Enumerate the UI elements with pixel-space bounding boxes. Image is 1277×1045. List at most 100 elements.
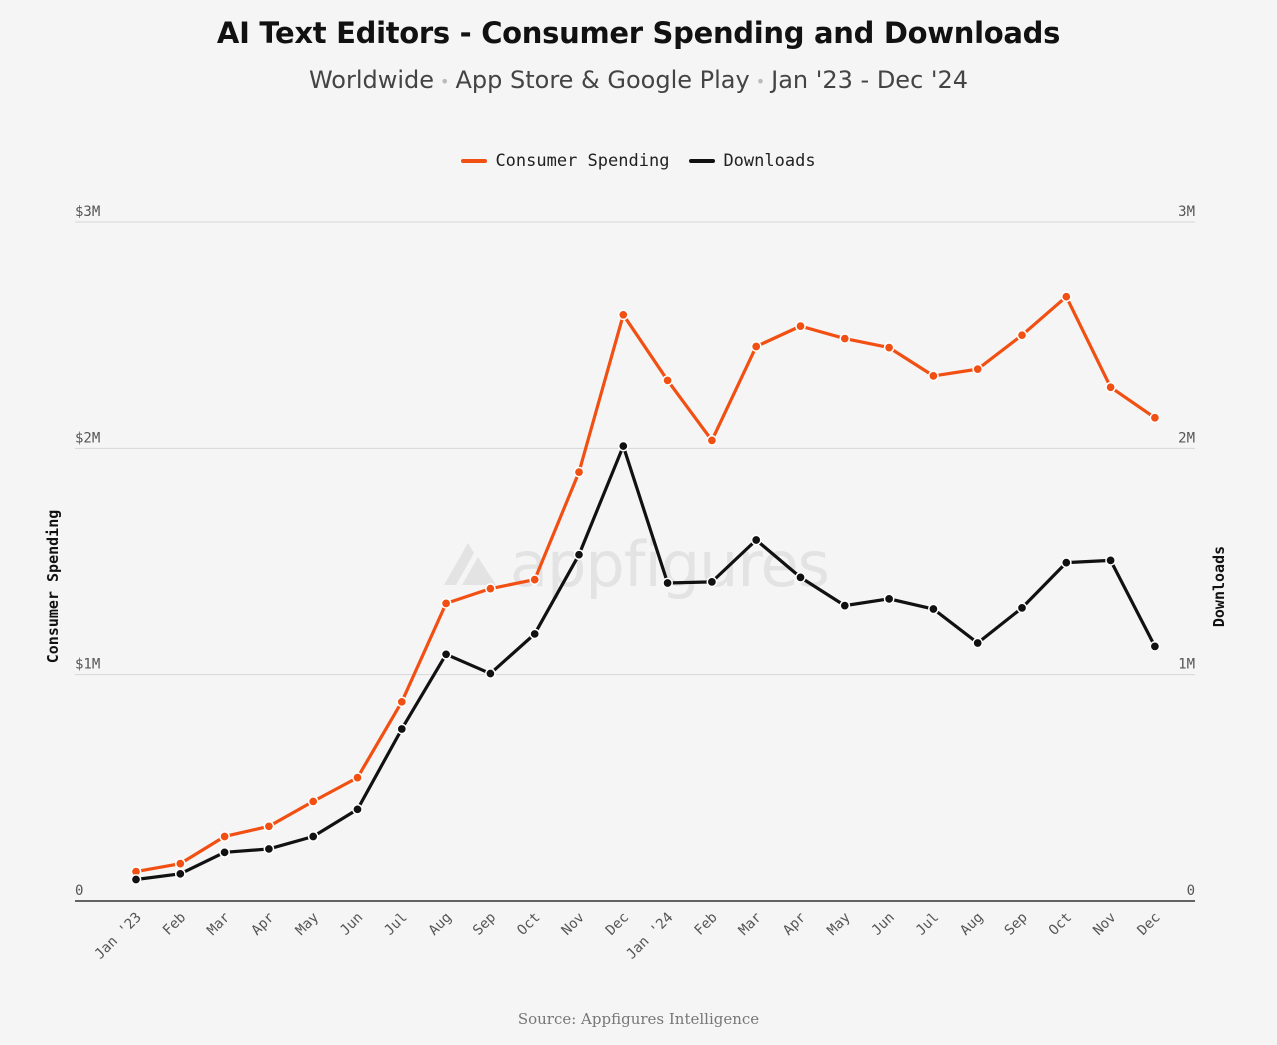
data-point-downloads[interactable] <box>617 440 629 452</box>
subtitle-separator: • <box>755 71 766 91</box>
y-right-tick-label: 0 <box>1187 883 1195 899</box>
x-tick-label: Feb <box>692 910 721 939</box>
series-line-spending <box>134 295 1157 874</box>
x-tick-label: Sep <box>470 910 499 939</box>
x-tick-label: Dec <box>603 910 632 939</box>
data-point-downloads[interactable] <box>750 534 762 546</box>
chart-subtitle: Worldwide • App Store & Google Play • Jan '2… <box>0 66 1277 94</box>
y-left-tick-label: $2M <box>75 430 100 446</box>
data-point-downloads[interactable] <box>307 831 319 842</box>
data-point-spending[interactable] <box>263 820 275 832</box>
x-tick-label: Mar <box>204 910 233 939</box>
data-point-downloads[interactable] <box>706 576 718 588</box>
data-point-downloads[interactable] <box>440 648 452 660</box>
x-tick-label: Sep <box>1002 910 1031 939</box>
appfigures-logo-icon <box>444 542 496 585</box>
data-point-downloads[interactable] <box>1149 641 1161 652</box>
y-left-tick-label: $3M <box>75 204 100 220</box>
data-point-spending[interactable] <box>706 435 718 446</box>
data-point-spending[interactable] <box>1105 381 1116 393</box>
data-point-spending[interactable] <box>573 466 585 478</box>
data-point-downloads[interactable] <box>396 723 408 735</box>
data-point-spending[interactable] <box>307 796 319 807</box>
data-point-downloads[interactable] <box>928 603 939 615</box>
y-right-tick-label: 2M <box>1178 430 1195 446</box>
x-tick-label: Apr <box>249 910 278 939</box>
subtitle-period: Jan '23 - Dec '24 <box>771 66 969 94</box>
y-left-tick-label: 0 <box>75 883 83 899</box>
data-point-spending[interactable] <box>396 696 408 708</box>
data-point-spending[interactable] <box>440 598 452 609</box>
y-right-tick-label: 1M <box>1178 657 1195 673</box>
data-point-downloads[interactable] <box>795 571 806 583</box>
x-tick-label: Nov <box>1090 910 1119 939</box>
data-point-downloads[interactable] <box>883 593 895 605</box>
data-point-spending[interactable] <box>1149 412 1161 424</box>
x-tick-label: Feb <box>160 910 189 939</box>
x-tick-label: Jan '24 <box>623 910 676 963</box>
legend-swatch-downloads <box>689 159 716 163</box>
x-tick-label: Jan '23 <box>92 910 145 963</box>
data-point-downloads[interactable] <box>174 868 186 880</box>
x-tick-label: Oct <box>1046 910 1075 939</box>
x-tick-label: Jun <box>869 910 898 939</box>
x-tick-label: Oct <box>514 910 543 939</box>
data-point-spending[interactable] <box>352 772 363 783</box>
x-tick-label: Apr <box>780 910 809 939</box>
legend-swatch-spending <box>461 159 488 163</box>
legend-label-spending: Consumer Spending <box>495 151 670 171</box>
data-point-spending[interactable] <box>1016 329 1028 341</box>
data-point-downloads[interactable] <box>352 803 363 815</box>
data-point-downloads[interactable] <box>529 628 541 640</box>
x-tick-label: Jun <box>337 910 366 939</box>
data-point-downloads[interactable] <box>1016 602 1028 614</box>
data-point-downloads[interactable] <box>839 600 851 611</box>
data-point-spending[interactable] <box>839 333 851 344</box>
series-line-downloads <box>134 444 1157 882</box>
data-point-spending[interactable] <box>972 363 984 375</box>
x-tick-label: Dec <box>1135 910 1164 939</box>
x-tick-label: Nov <box>559 910 588 939</box>
x-tick-label: May <box>824 910 853 939</box>
subtitle-region: Worldwide <box>308 66 435 94</box>
chart-title: AI Text Editors - Consumer Spending and … <box>216 16 1061 50</box>
data-point-downloads[interactable] <box>662 577 673 589</box>
x-tick-label: Aug <box>426 910 455 939</box>
legend-item-spending[interactable]: Consumer Spending <box>461 151 669 171</box>
data-point-spending[interactable] <box>883 342 895 353</box>
subtitle-separator: • <box>440 71 450 91</box>
legend-item-downloads[interactable]: Downloads <box>689 151 816 171</box>
data-point-spending[interactable] <box>1060 291 1072 303</box>
y-left-axis-title: Consumer Spending <box>44 510 62 664</box>
data-point-spending[interactable] <box>485 583 496 595</box>
data-point-spending[interactable] <box>174 858 186 870</box>
y-left-tick-label: $1M <box>75 657 100 673</box>
watermark-text: appfigures <box>510 528 830 601</box>
watermark-logo: appfigures <box>438 528 830 601</box>
data-point-downloads[interactable] <box>263 843 275 855</box>
data-point-downloads[interactable] <box>485 668 496 679</box>
data-point-downloads[interactable] <box>219 846 230 858</box>
subtitle-stores: App Store & Google Play <box>455 66 750 94</box>
x-tick-label: Jul <box>381 910 410 939</box>
x-tick-label: Aug <box>957 910 986 939</box>
data-point-downloads[interactable] <box>1105 555 1116 566</box>
data-point-spending[interactable] <box>219 831 230 842</box>
y-right-axis-title: Downloads <box>1210 546 1228 627</box>
legend-label-downloads: Downloads <box>723 151 816 171</box>
x-tick-label: Jul <box>913 910 942 939</box>
data-point-spending[interactable] <box>795 320 806 332</box>
data-point-downloads[interactable] <box>130 874 142 885</box>
data-point-spending[interactable] <box>662 375 673 386</box>
data-point-downloads[interactable] <box>573 549 585 561</box>
data-point-spending[interactable] <box>617 309 629 321</box>
data-point-spending[interactable] <box>750 341 762 352</box>
data-point-spending[interactable] <box>529 574 541 585</box>
data-point-downloads[interactable] <box>972 637 984 649</box>
y-right-tick-label: 3M <box>1178 204 1195 220</box>
chart-source: Source: Appfigures Intelligence <box>517 1010 760 1028</box>
data-point-spending[interactable] <box>928 370 939 382</box>
data-point-downloads[interactable] <box>1060 557 1072 568</box>
x-tick-label: May <box>293 910 322 939</box>
